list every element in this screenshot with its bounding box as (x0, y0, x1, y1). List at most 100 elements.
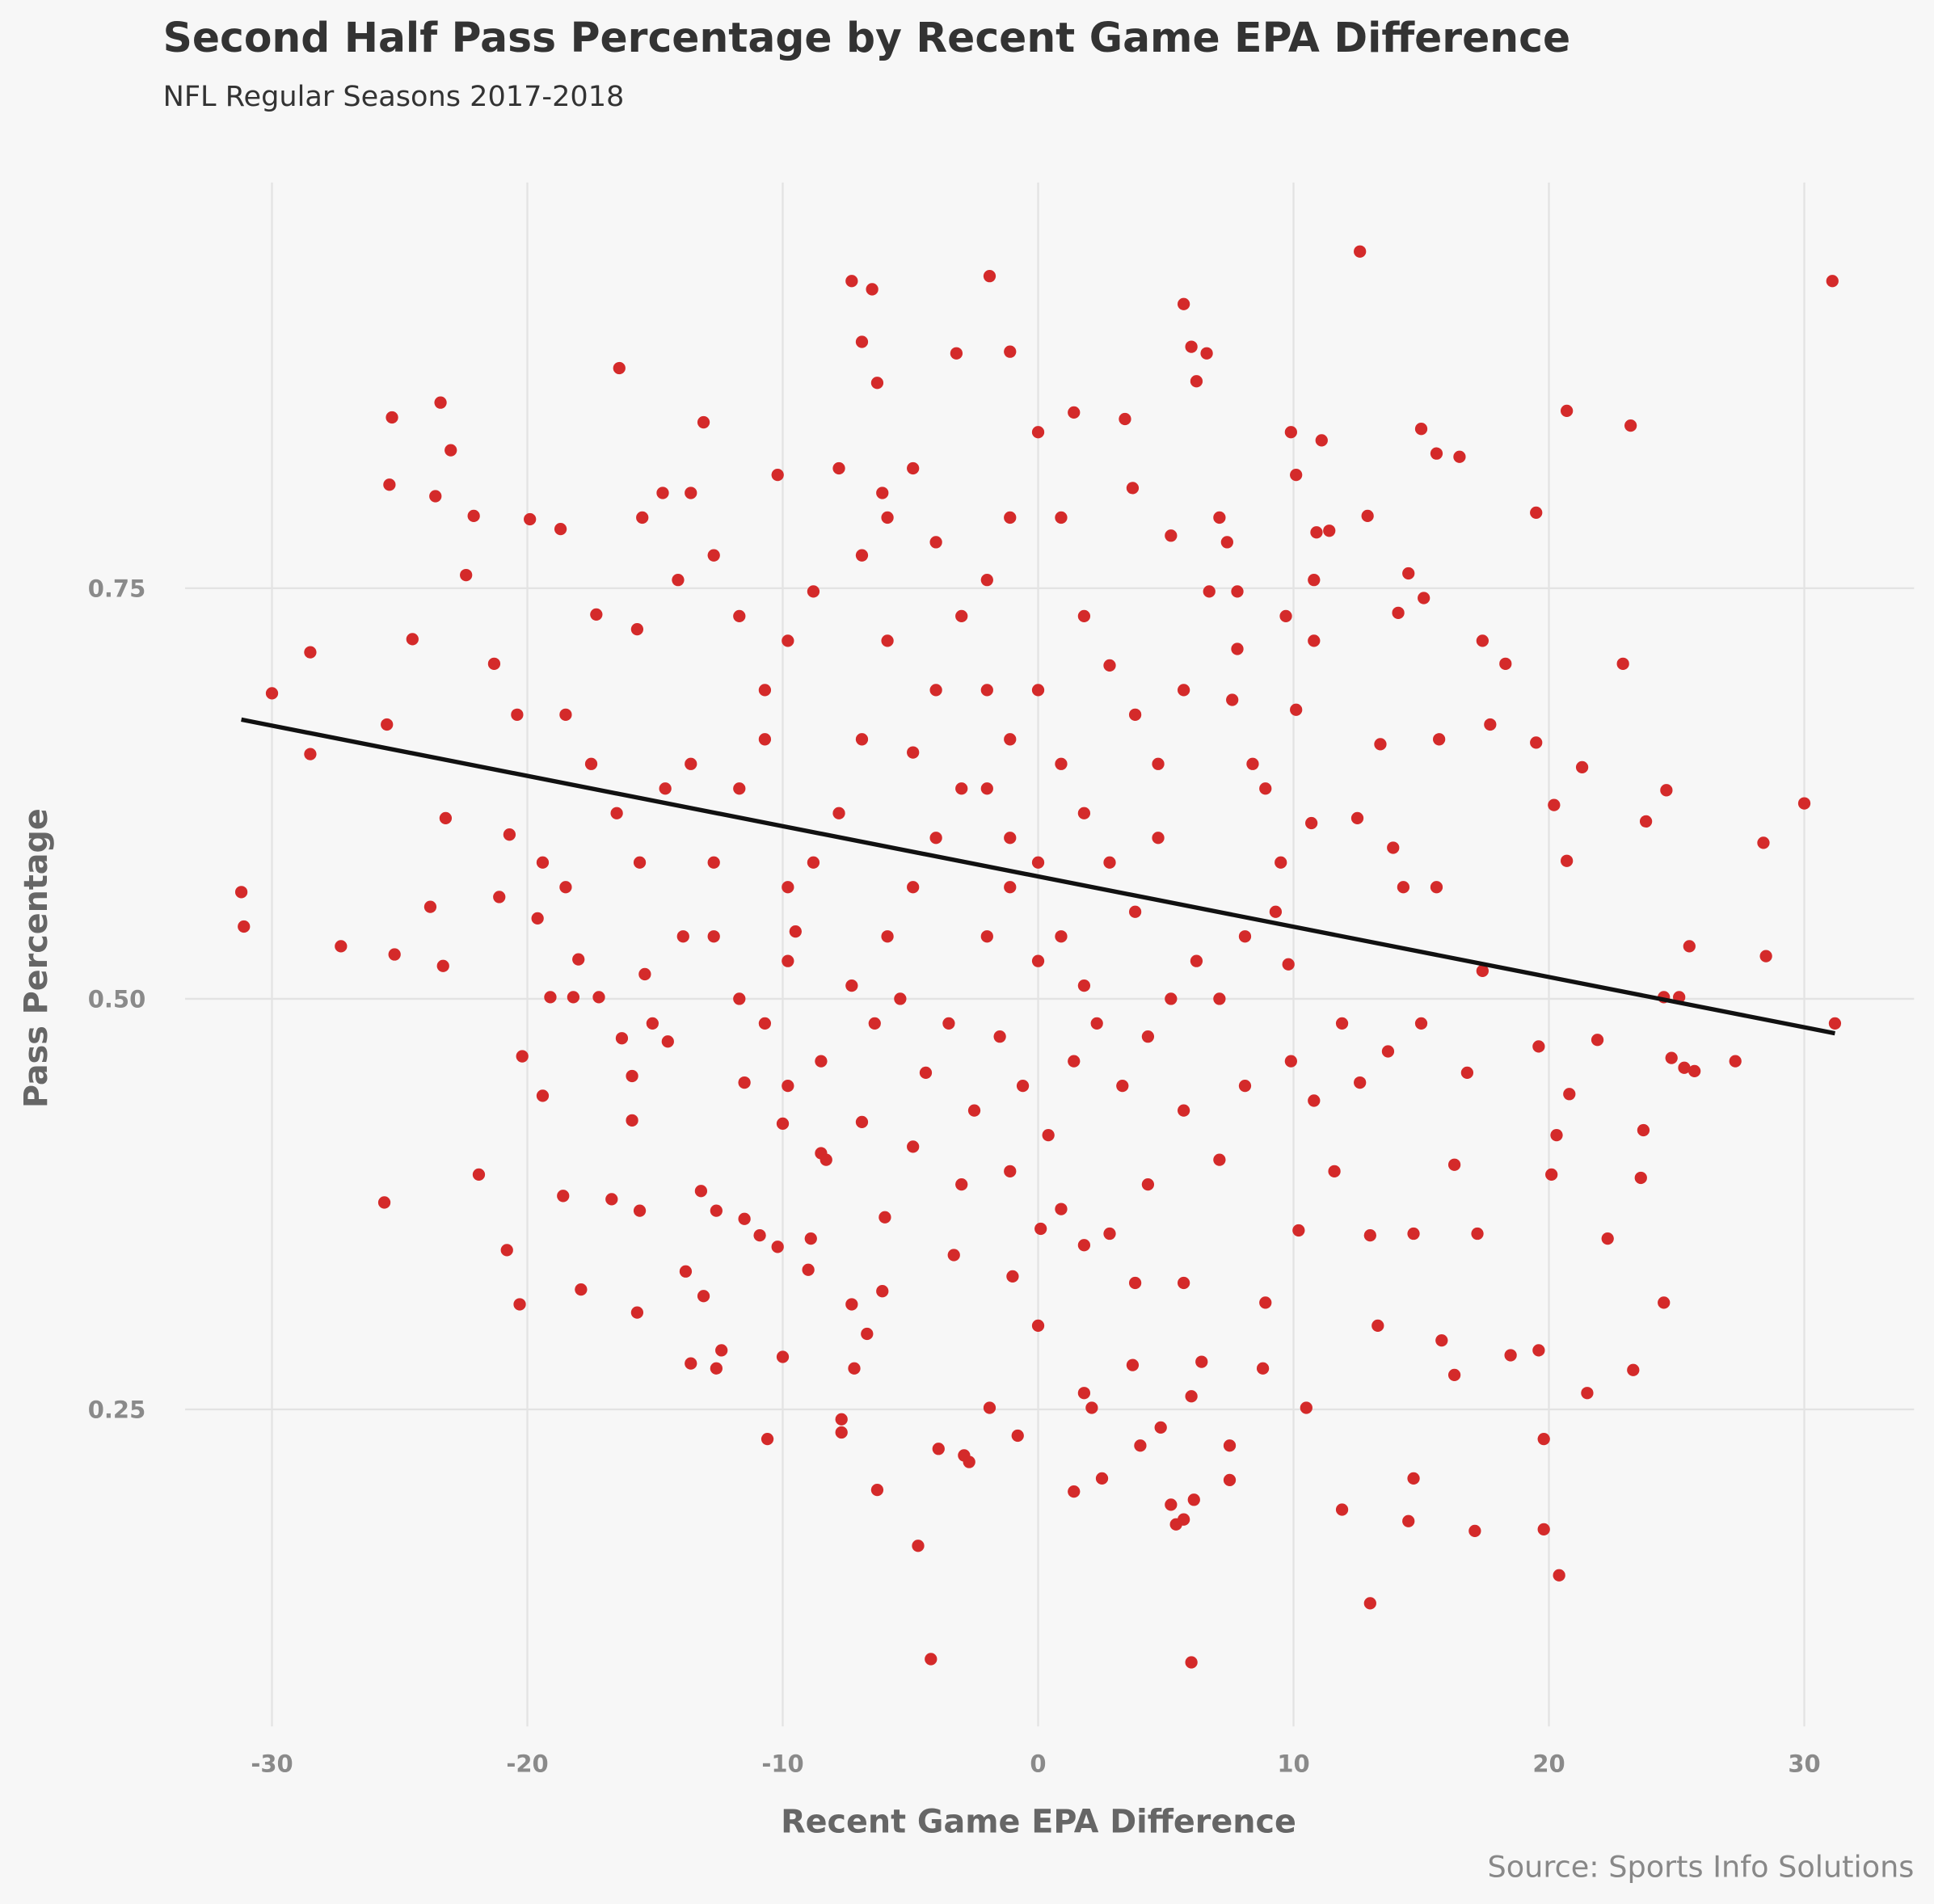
point (1323, 524, 1336, 537)
point (1545, 1168, 1558, 1182)
point (1223, 1439, 1237, 1452)
point (870, 1483, 884, 1497)
point (1499, 657, 1512, 670)
point (925, 1653, 938, 1666)
point (876, 1285, 889, 1298)
point (868, 1017, 881, 1030)
point (1259, 782, 1272, 795)
point (1430, 447, 1443, 460)
point (1141, 1177, 1155, 1191)
point (807, 856, 820, 869)
point (697, 415, 710, 429)
point (1200, 347, 1213, 360)
grid: -30 -20 -10 0 10 20 30 0.25 0.50 0.75 (88, 182, 1915, 1778)
x-tick-label: 20 (1532, 1750, 1565, 1778)
point (1310, 526, 1323, 539)
point (707, 549, 720, 562)
point (1460, 1066, 1474, 1080)
point (1414, 1017, 1428, 1030)
point (633, 856, 647, 869)
point (832, 461, 845, 475)
point (1185, 340, 1198, 353)
point (511, 708, 524, 721)
point (848, 1362, 861, 1375)
point (782, 954, 794, 967)
point (1550, 1128, 1563, 1142)
point (1797, 797, 1811, 810)
point (536, 856, 550, 869)
point (802, 1263, 815, 1276)
point (1407, 1472, 1420, 1485)
point (835, 1426, 848, 1439)
point (697, 1290, 710, 1303)
point (1537, 1523, 1550, 1536)
point (912, 1540, 925, 1552)
point (1563, 1088, 1576, 1101)
point (1484, 718, 1497, 731)
point (907, 746, 920, 759)
x-tick-label: -20 (506, 1750, 548, 1778)
point (460, 568, 473, 582)
point (1468, 1524, 1481, 1538)
point (733, 782, 746, 795)
point (1532, 1040, 1545, 1053)
point (1031, 1319, 1045, 1332)
point (963, 1455, 975, 1468)
point (1004, 733, 1017, 746)
point (1068, 1055, 1081, 1068)
point (1178, 1513, 1190, 1526)
point (1363, 1228, 1376, 1242)
point (1031, 954, 1045, 967)
point (815, 1055, 828, 1068)
point (1561, 854, 1574, 867)
point (894, 992, 907, 1005)
point (467, 509, 480, 523)
x-tick-label: 0 (1030, 1750, 1046, 1778)
point (1119, 412, 1131, 426)
point (907, 1140, 920, 1153)
point (1300, 1401, 1313, 1414)
point (980, 574, 993, 587)
point (1350, 811, 1364, 824)
point (1282, 958, 1295, 971)
point (1308, 634, 1321, 647)
point (1553, 1569, 1565, 1582)
point (1220, 536, 1233, 549)
point (710, 1362, 723, 1375)
point (685, 1357, 697, 1370)
point (1658, 1296, 1671, 1309)
point (733, 609, 746, 623)
point (1134, 1439, 1147, 1452)
point (845, 1298, 858, 1311)
point (942, 1017, 955, 1030)
point (980, 930, 993, 943)
point (1335, 1017, 1349, 1030)
point (1447, 1368, 1461, 1381)
point (1213, 1153, 1226, 1166)
point (955, 609, 968, 623)
point (1213, 511, 1226, 524)
point (870, 377, 884, 390)
x-axis-label: Recent Game EPA Difference (781, 1803, 1296, 1840)
point (1031, 684, 1045, 697)
point (636, 511, 649, 524)
point (929, 684, 942, 697)
point (967, 1104, 981, 1117)
point (1004, 511, 1017, 524)
point (1284, 426, 1297, 439)
point (536, 1089, 550, 1102)
point (1335, 1503, 1349, 1516)
point (377, 1196, 391, 1209)
point (947, 1249, 960, 1262)
point (1683, 940, 1696, 953)
x-tick-label: 30 (1788, 1750, 1820, 1778)
point (1231, 642, 1244, 655)
point (1616, 657, 1629, 670)
point (472, 1168, 486, 1182)
point (1055, 930, 1068, 943)
point (1453, 450, 1466, 463)
point (1190, 954, 1203, 967)
trend-line (241, 717, 1835, 1036)
point (1141, 1030, 1155, 1043)
